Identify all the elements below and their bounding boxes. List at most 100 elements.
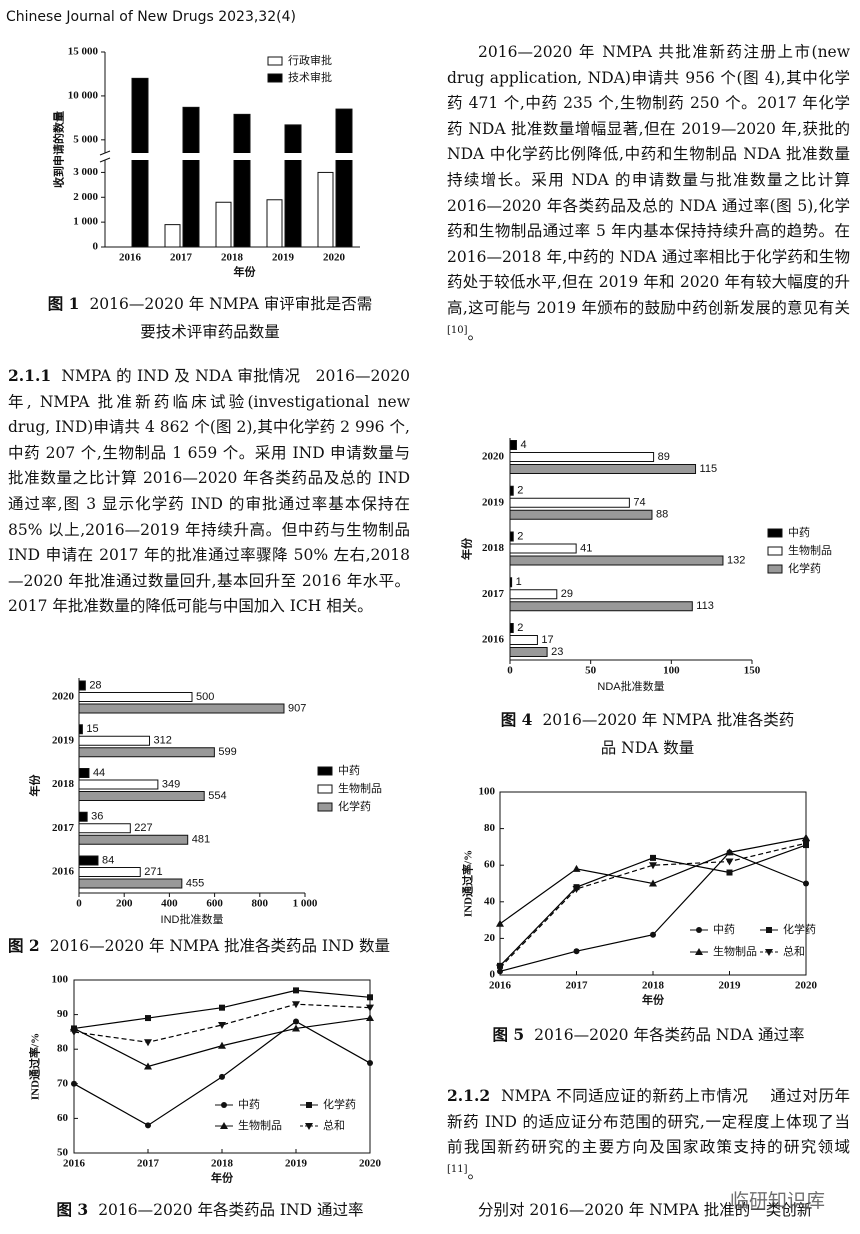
value-label: 227 bbox=[134, 822, 152, 834]
figure-title: 2016—2020 年各类药品 NDA 通过率 bbox=[534, 1026, 805, 1044]
y-axis-label: 年份 bbox=[460, 537, 474, 560]
legend-marker bbox=[696, 927, 702, 933]
legend-marker bbox=[305, 1123, 313, 1130]
value-label: 132 bbox=[727, 554, 745, 566]
y-tick-label: 100 bbox=[52, 974, 69, 986]
section-number: 2.1.1 bbox=[8, 366, 52, 385]
value-label: 113 bbox=[696, 600, 714, 612]
bar bbox=[509, 485, 514, 496]
x-tick-label: 600 bbox=[206, 898, 223, 910]
section-2-1-1: 2.1.1 NMPA 的 IND 及 NDA 审批情况 2016—2020 年,… bbox=[8, 363, 410, 620]
legend-swatch bbox=[267, 56, 283, 66]
figure-label: 图 1 bbox=[47, 294, 80, 313]
value-label: 17 bbox=[541, 634, 553, 646]
y-tick-label: 2016 bbox=[52, 866, 75, 878]
y-tick-label: 3 000 bbox=[73, 166, 98, 178]
x-tick-label: 2017 bbox=[566, 980, 589, 992]
bar bbox=[78, 834, 189, 845]
legend-label: 中药 bbox=[788, 526, 810, 539]
citation: [11] bbox=[447, 1163, 468, 1175]
legend-label: 技术审批 bbox=[288, 70, 332, 84]
value-label: 455 bbox=[186, 877, 204, 889]
point bbox=[802, 833, 810, 841]
legend-swatch bbox=[767, 546, 783, 556]
bar bbox=[284, 124, 302, 248]
legend-label: 中药 bbox=[713, 923, 735, 936]
point bbox=[650, 854, 656, 861]
value-label: 349 bbox=[162, 778, 180, 790]
series-line bbox=[499, 842, 807, 969]
point bbox=[293, 1018, 299, 1025]
value-label: 28 bbox=[89, 679, 101, 691]
value-label: 554 bbox=[208, 790, 226, 802]
section-body: 通过对历年新药 IND 的适应证分布范围的研究,一定程度上体现了当前我国新药研究… bbox=[447, 1087, 850, 1157]
y-tick-label: 2020 bbox=[482, 451, 505, 463]
y-tick-label: 80 bbox=[484, 822, 496, 834]
x-tick-label: 2020 bbox=[323, 252, 346, 264]
x-tick-label: 800 bbox=[252, 898, 269, 910]
y-tick-label: 60 bbox=[57, 1112, 69, 1124]
bar bbox=[509, 623, 514, 633]
bar bbox=[509, 464, 697, 474]
bar bbox=[78, 867, 141, 877]
break-mark bbox=[99, 157, 111, 163]
nda-paragraph: 2016—2020 年 NMPA 共批准新药注册上市(new drug appl… bbox=[447, 40, 850, 347]
point bbox=[366, 1004, 374, 1012]
y-tick-label: 40 bbox=[484, 895, 496, 907]
bar bbox=[509, 440, 517, 450]
value-label: 2 bbox=[517, 622, 523, 634]
x-tick-label: 2016 bbox=[489, 980, 512, 992]
x-tick-label: 2017 bbox=[137, 1158, 160, 1170]
series-line bbox=[73, 1003, 371, 1043]
y-axis-label: 年份 bbox=[28, 774, 42, 797]
x-tick-label: 2020 bbox=[359, 1158, 382, 1170]
bar bbox=[78, 791, 205, 801]
value-label: 1 bbox=[516, 576, 522, 588]
point bbox=[367, 1060, 373, 1067]
point bbox=[71, 1080, 77, 1087]
y-axis-label: IND通过率/% bbox=[461, 850, 475, 917]
bar bbox=[78, 747, 215, 758]
point bbox=[496, 964, 504, 972]
point bbox=[70, 1028, 78, 1036]
figure-5-chart: 0 20 40 60 80 100 2016 2017 2018 2019 2020 中药 化学药生物制… bbox=[461, 786, 818, 1007]
value-label: 23 bbox=[551, 646, 563, 658]
bar bbox=[78, 692, 193, 702]
x-tick-label: 2020 bbox=[795, 980, 818, 992]
point bbox=[218, 1041, 226, 1049]
bar bbox=[509, 647, 548, 657]
figure-2-caption: 图 2 2016—2020 年 NMPA 批准各类药品 IND 数量 bbox=[8, 932, 410, 960]
point bbox=[650, 931, 656, 938]
legend-label: 中药 bbox=[238, 1098, 260, 1111]
paragraph-end: 。 bbox=[467, 1163, 484, 1182]
figure-2-chart: 0 200 400 600 800 1 000 2016 84 271 455 2017 36 227 4… bbox=[28, 678, 382, 926]
y-tick-label: 2019 bbox=[482, 496, 505, 508]
y-tick-label: 10 000 bbox=[68, 89, 99, 101]
x-axis-label: 年份 bbox=[234, 265, 257, 279]
legend-label: 化学药 bbox=[783, 922, 816, 936]
y-tick-label: 2017 bbox=[482, 588, 505, 600]
x-tick-label: 2017 bbox=[170, 252, 193, 264]
y-tick-label: 2019 bbox=[52, 734, 75, 746]
y-tick-label: 0 bbox=[93, 241, 99, 253]
y-tick-label: 60 bbox=[484, 859, 496, 871]
point bbox=[572, 885, 581, 893]
value-label: 44 bbox=[93, 767, 105, 779]
legend-swatch bbox=[317, 802, 333, 812]
value-label: 4 bbox=[520, 439, 526, 451]
legend-swatch bbox=[267, 73, 283, 83]
legend-label: 总和 bbox=[323, 1118, 345, 1132]
legend-marker bbox=[695, 948, 703, 955]
x-tick-label: 200 bbox=[116, 898, 133, 910]
bar bbox=[509, 543, 577, 554]
value-label: 271 bbox=[144, 866, 162, 878]
point bbox=[144, 1039, 152, 1047]
point bbox=[803, 880, 809, 887]
point bbox=[145, 1015, 151, 1022]
x-tick-label: 2019 bbox=[719, 980, 742, 992]
bar bbox=[78, 703, 285, 714]
x-tick-label: 0 bbox=[507, 665, 513, 677]
y-tick-label: 5 000 bbox=[73, 133, 98, 145]
bar bbox=[182, 106, 200, 248]
